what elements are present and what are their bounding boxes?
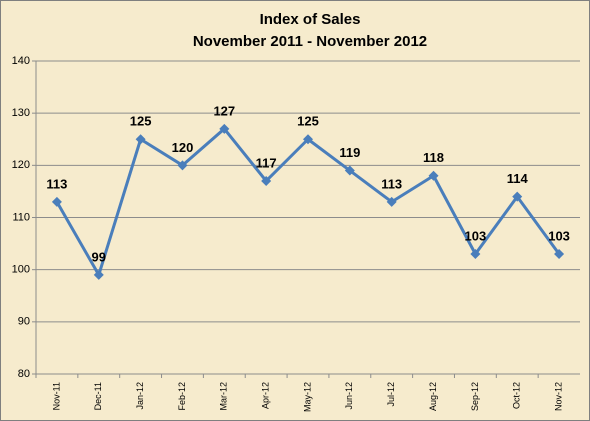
data-label: 125: [297, 114, 319, 129]
x-tick-label: Mar-12: [219, 382, 229, 411]
data-marker: [554, 249, 565, 260]
data-marker: [344, 165, 355, 176]
data-label: 114: [507, 171, 529, 186]
x-tick-label: Jul-12: [386, 382, 396, 407]
x-tick-label: Dec-11: [93, 382, 103, 410]
data-label: 125: [130, 114, 152, 129]
data-marker: [470, 249, 481, 260]
y-tick-label: 140: [12, 55, 30, 67]
data-marker: [261, 175, 272, 186]
x-tick-label: May-12: [302, 382, 312, 412]
data-label: 118: [423, 150, 444, 165]
x-tick-label: Oct-12: [512, 382, 522, 409]
y-tick-label: 100: [12, 264, 30, 276]
data-label: 113: [381, 176, 402, 191]
y-tick-label: 120: [12, 159, 30, 171]
data-marker: [386, 196, 397, 207]
data-marker: [177, 160, 188, 171]
x-tick-label: Sep-12: [470, 382, 480, 411]
x-tick-label: Apr-12: [261, 382, 271, 409]
data-label: 127: [213, 103, 235, 118]
data-label: 103: [548, 228, 570, 243]
data-marker: [135, 134, 146, 145]
data-marker: [51, 196, 62, 207]
data-marker: [93, 269, 104, 280]
data-marker: [512, 191, 523, 202]
x-tick-label: Aug-12: [428, 382, 438, 411]
data-label: 99: [92, 249, 106, 264]
data-label: 117: [256, 155, 277, 170]
y-tick-label: 130: [12, 107, 30, 119]
data-label: 103: [465, 228, 487, 243]
y-tick-label: 80: [18, 368, 30, 380]
x-tick-label: Nov-12: [553, 382, 563, 411]
data-label: 120: [172, 140, 194, 155]
chart-subtitle: November 2011 - November 2012: [193, 33, 427, 50]
data-label: 119: [339, 145, 360, 160]
data-marker: [428, 170, 439, 181]
chart-title: Index of Sales: [260, 11, 361, 28]
data-marker: [303, 134, 313, 145]
x-tick-label: Feb-12: [177, 382, 187, 411]
y-tick-label: 110: [12, 211, 30, 223]
data-marker: [219, 123, 230, 134]
data-label: 113: [46, 176, 67, 191]
x-tick-label: Jan-12: [135, 382, 145, 410]
y-tick-label: 90: [18, 316, 30, 328]
x-tick-label: Nov-11: [51, 382, 61, 410]
x-tick-label: Jun-12: [344, 382, 354, 410]
